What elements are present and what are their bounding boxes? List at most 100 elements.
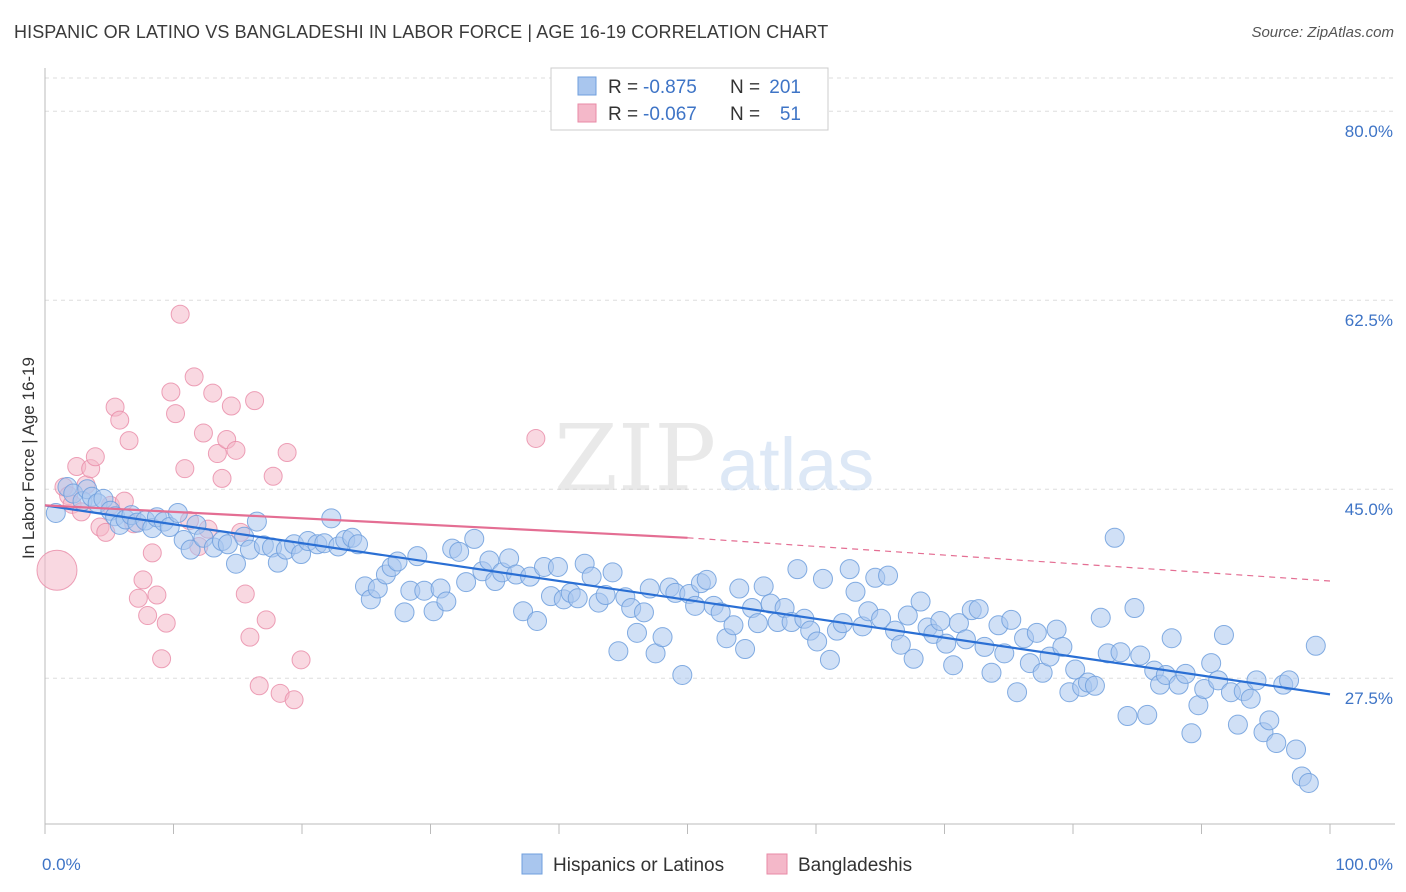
hispanic-point (1259, 710, 1280, 731)
y-tick-label-1: 45.0% (1345, 500, 1393, 519)
hispanic-point (839, 559, 860, 580)
hispanic-point (890, 634, 911, 655)
bangladeshi-point (119, 431, 139, 451)
hispanic-point (981, 662, 1002, 683)
hispanic-point (407, 546, 428, 567)
hispanic-point (1240, 688, 1261, 709)
bangladeshi-point (203, 383, 223, 403)
hispanic-point (729, 578, 750, 599)
hispanic-point (449, 541, 470, 562)
hispanic-point (1130, 645, 1151, 666)
hispanic-point (1286, 739, 1307, 760)
hispanic-point (845, 581, 866, 602)
hispanic-point (1298, 772, 1319, 793)
hispanic-point (436, 591, 457, 612)
hispanic-point (753, 576, 774, 597)
hispanic-point (1201, 653, 1222, 674)
hispanic-point (626, 622, 647, 643)
hispanic-point (1110, 642, 1131, 663)
bottom-legend-label-2: Bangladeshis (798, 855, 912, 876)
tick-labels: 27.5% 45.0% 62.5% 80.0% 0.0% 100.0% (42, 122, 1393, 874)
legend-r-label-2: R = (608, 104, 638, 125)
hispanic-point (456, 572, 477, 593)
correlation-legend: R = -0.875 N = 201 R = -0.067 N = 51 (550, 67, 829, 131)
bottom-legend-swatch-blue (521, 853, 543, 875)
hispanic-point (1246, 670, 1267, 691)
legend-n-label-2: N = (730, 104, 760, 125)
watermark-zip: ZIP (554, 405, 716, 512)
axes (44, 68, 1395, 834)
hispanic-point (1305, 635, 1326, 656)
hispanic-point (394, 602, 415, 623)
hispanic-point (968, 599, 989, 620)
legend-r-value-2: -0.067 (643, 104, 697, 125)
hispanic-point (567, 588, 588, 609)
legend-r-value-1: -0.875 (643, 77, 697, 98)
bangladeshi-point (170, 304, 190, 324)
bangladeshi-point (226, 440, 246, 460)
hispanic-point (547, 556, 568, 577)
hispanic-point (180, 539, 201, 560)
bangladeshi-point (156, 613, 176, 633)
hispanic-point (1001, 609, 1022, 630)
hispanic-point (1046, 619, 1067, 640)
hispanic-point (513, 601, 534, 622)
hispanic-point (1007, 682, 1028, 703)
hispanic-point (464, 528, 485, 549)
hispanic-point (878, 565, 899, 586)
bangladeshi-trend-line-dashed (687, 537, 1331, 582)
hispanic-point (994, 643, 1015, 664)
hispanic-point (1161, 628, 1182, 649)
bangladeshi-point (235, 584, 255, 604)
bangladeshi-point (142, 543, 162, 563)
hispanic-point (735, 639, 756, 660)
hispanic-point (608, 641, 629, 662)
bangladeshi-point (110, 410, 130, 430)
hispanic-point (652, 627, 673, 648)
hispanic-point (595, 585, 616, 606)
bangladeshi-point (138, 606, 158, 626)
bottom-legend-swatch-pink (766, 853, 788, 875)
bangladeshi-point (147, 585, 167, 605)
chart-title: HISPANIC OR LATINO VS BANGLADESHI IN LAB… (14, 22, 829, 42)
y-tick-label-0: 27.5% (1345, 689, 1393, 708)
series-legend: Hispanics or Latinos Bangladeshis (521, 853, 912, 876)
bangladeshi-trend-line (44, 504, 688, 539)
hispanic-point (1181, 723, 1202, 744)
hispanic-trend-line (44, 504, 1331, 696)
bangladeshi-point (291, 650, 311, 670)
hispanic-point (348, 534, 369, 555)
bangladeshi-point (284, 690, 304, 710)
hispanic-point (321, 508, 342, 529)
y-tick-label-3: 80.0% (1345, 122, 1393, 141)
bangladeshi-point (133, 570, 153, 590)
bangladeshi-point (175, 459, 195, 479)
bangladeshi-point (263, 466, 283, 486)
hispanic-point (910, 591, 931, 612)
bangladeshi-point (212, 468, 232, 488)
hispanic-point (1279, 670, 1300, 691)
hispanic-point (1090, 607, 1111, 628)
bottom-legend-label-1: Hispanics or Latinos (553, 855, 724, 876)
hispanic-point (1137, 704, 1158, 725)
bangladeshi-point (256, 610, 276, 630)
hispanic-point (387, 551, 408, 572)
bangladeshi-point (193, 423, 213, 443)
hispanic-point (633, 602, 654, 623)
bangladeshi-point (526, 428, 546, 448)
hispanic-point (1065, 659, 1086, 680)
x-tick-label-0: 0.0% (42, 855, 81, 874)
bangladeshi-point (166, 404, 186, 424)
hispanic-point (581, 566, 602, 587)
legend-r-label-1: R = (608, 77, 638, 98)
hispanic-point (812, 568, 833, 589)
hispanic-point (672, 664, 693, 685)
y-tick-label-2: 62.5% (1345, 311, 1393, 330)
watermark: ZIP atlas (554, 405, 874, 512)
hispanic-point (819, 649, 840, 670)
hispanic-point (1104, 527, 1125, 548)
hispanic-point (807, 631, 828, 652)
hispanic-point (930, 610, 951, 631)
bangladeshi-point (184, 367, 204, 387)
